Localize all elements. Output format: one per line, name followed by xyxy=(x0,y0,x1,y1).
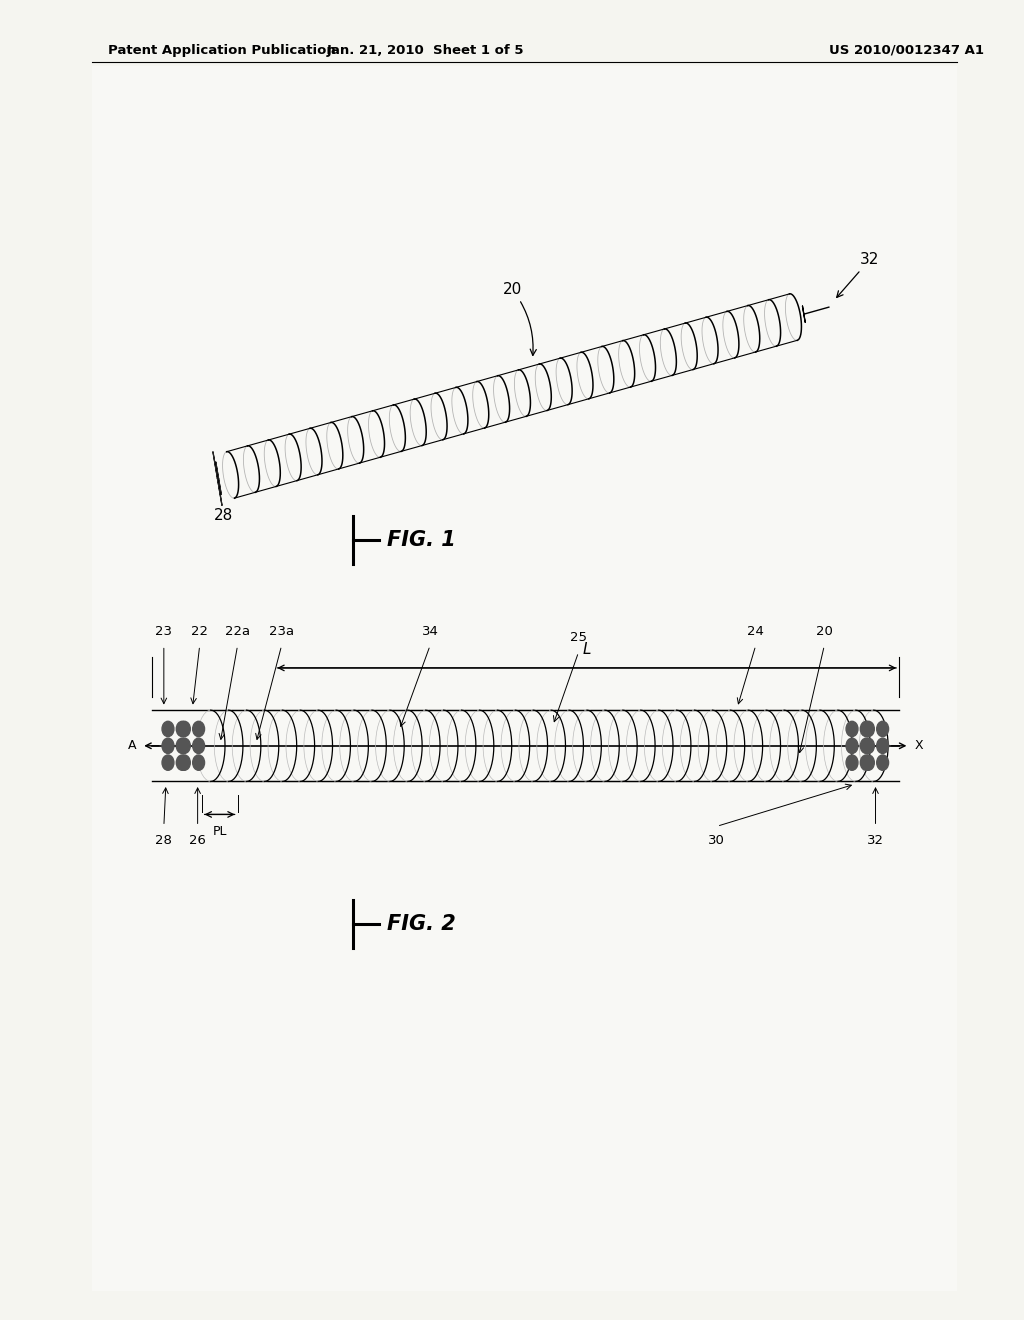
Circle shape xyxy=(862,721,874,737)
Text: X: X xyxy=(914,739,923,752)
Circle shape xyxy=(178,755,190,771)
Text: Jan. 21, 2010  Sheet 1 of 5: Jan. 21, 2010 Sheet 1 of 5 xyxy=(327,44,523,57)
Circle shape xyxy=(846,738,858,754)
Text: L: L xyxy=(583,643,591,657)
Text: 23: 23 xyxy=(156,624,172,638)
Circle shape xyxy=(846,755,858,771)
Circle shape xyxy=(877,738,889,754)
Circle shape xyxy=(176,721,188,737)
Text: Patent Application Publication: Patent Application Publication xyxy=(108,44,335,57)
Circle shape xyxy=(860,738,872,754)
Circle shape xyxy=(176,738,188,754)
Text: 20: 20 xyxy=(503,281,537,355)
Text: 32: 32 xyxy=(867,834,884,847)
Circle shape xyxy=(860,755,872,771)
Circle shape xyxy=(862,755,874,771)
Circle shape xyxy=(162,755,174,771)
Text: 22a: 22a xyxy=(225,624,250,638)
Text: FIG. 1: FIG. 1 xyxy=(387,529,456,550)
Circle shape xyxy=(877,755,889,771)
Circle shape xyxy=(862,738,874,754)
Text: 34: 34 xyxy=(422,624,438,638)
Circle shape xyxy=(193,738,205,754)
Circle shape xyxy=(193,755,205,771)
Text: 23a: 23a xyxy=(269,624,294,638)
Text: 24: 24 xyxy=(748,624,764,638)
Text: 28: 28 xyxy=(156,834,172,847)
Circle shape xyxy=(162,738,174,754)
Circle shape xyxy=(178,738,190,754)
Text: 32: 32 xyxy=(837,252,880,297)
Circle shape xyxy=(860,721,872,737)
Text: US 2010/0012347 A1: US 2010/0012347 A1 xyxy=(828,44,984,57)
Text: PL: PL xyxy=(212,825,227,838)
Text: 20: 20 xyxy=(816,624,833,638)
Text: 25: 25 xyxy=(570,631,587,644)
Circle shape xyxy=(176,755,188,771)
Circle shape xyxy=(846,721,858,737)
Text: 28: 28 xyxy=(214,508,232,523)
Text: 30: 30 xyxy=(709,834,725,847)
Circle shape xyxy=(178,721,190,737)
Circle shape xyxy=(193,721,205,737)
Text: FIG. 2: FIG. 2 xyxy=(387,913,456,935)
Text: A: A xyxy=(128,739,136,752)
FancyBboxPatch shape xyxy=(92,66,957,1291)
Text: 26: 26 xyxy=(189,834,206,847)
Text: 22: 22 xyxy=(191,624,208,638)
Circle shape xyxy=(877,721,889,737)
Circle shape xyxy=(162,721,174,737)
